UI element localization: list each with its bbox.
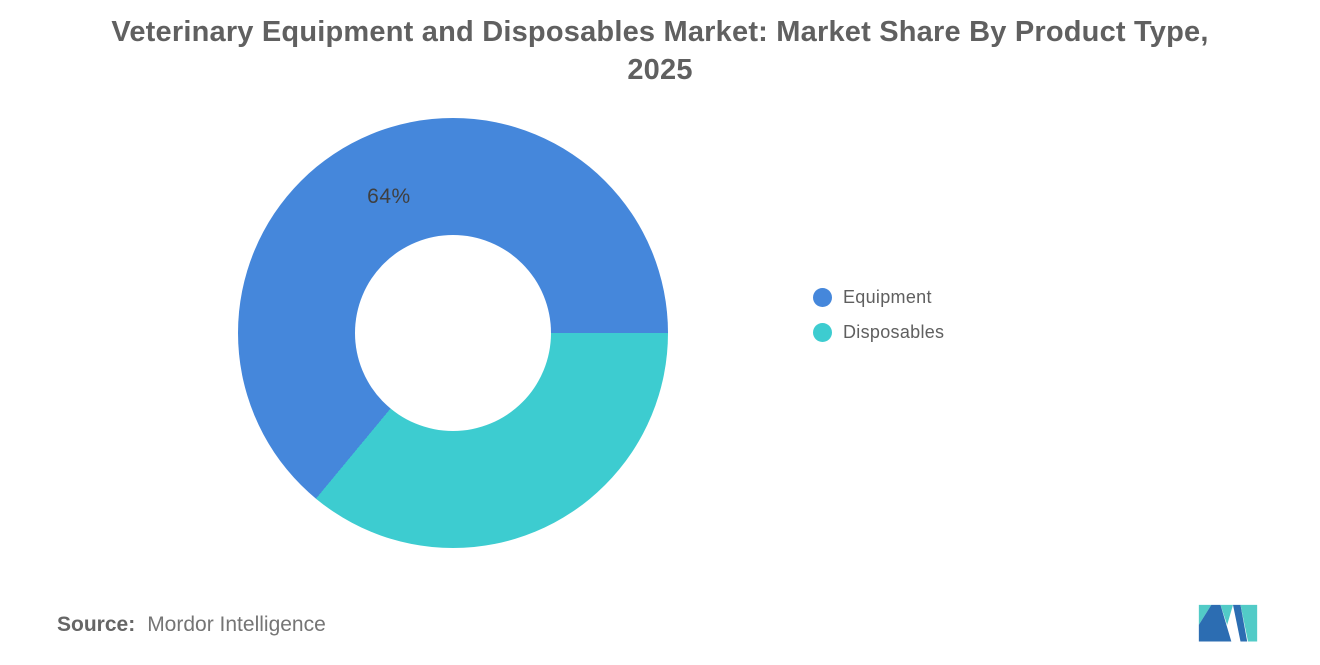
logo-teal-right-shape (1240, 604, 1258, 642)
chart-title: Veterinary Equipment and Disposables Mar… (0, 13, 1320, 89)
source-line: Source: Mordor Intelligence (57, 612, 326, 638)
legend: Equipment Disposables (813, 287, 944, 343)
logo-navy-main-shape (1198, 604, 1232, 642)
legend-label-equipment: Equipment (843, 287, 932, 307)
chart-title-line1: Veterinary Equipment and Disposables Mar… (111, 16, 1209, 48)
mordor-intelligence-logo (1198, 604, 1258, 642)
legend-swatch-equipment-icon (813, 288, 832, 307)
chart-title-line2: 2025 (627, 54, 693, 86)
source-label: Source: (57, 613, 136, 636)
logo-teal-left-triangle (1198, 604, 1212, 625)
legend-item-disposables[interactable]: Disposables (813, 322, 944, 343)
legend-label-disposables: Disposables (843, 322, 945, 342)
logo-teal-mid-triangle (1220, 604, 1233, 625)
slice-label-equipment: 64% (367, 184, 411, 208)
donut-hole (354, 234, 552, 432)
source-value: Mordor Intelligence (147, 613, 326, 636)
logo-navy-stripe (1233, 604, 1248, 642)
legend-item-equipment[interactable]: Equipment (813, 287, 944, 308)
legend-swatch-disposables-icon (813, 323, 832, 342)
